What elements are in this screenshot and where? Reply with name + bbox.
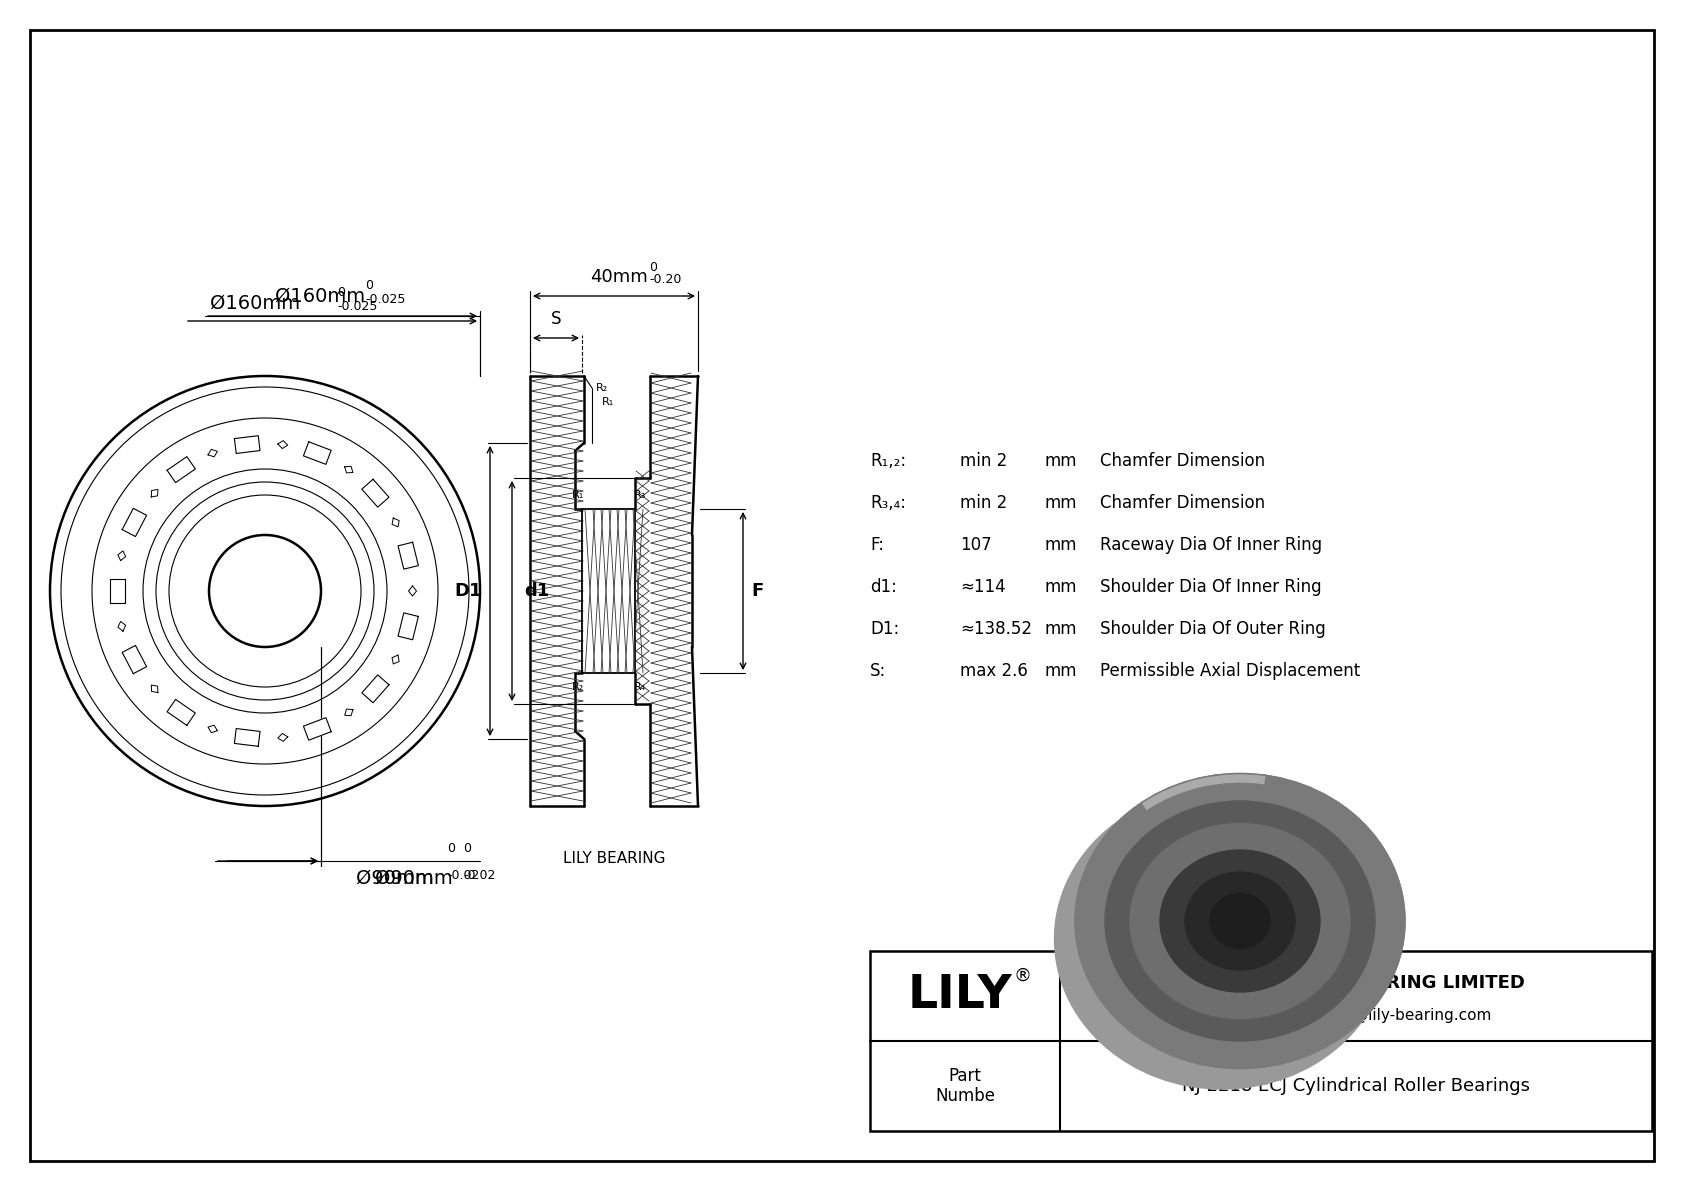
Ellipse shape [1054,788,1389,1089]
Text: ≈138.52: ≈138.52 [960,621,1032,638]
Polygon shape [234,729,259,747]
Text: mm: mm [1046,494,1078,512]
Text: NJ 2218 ECJ Cylindrical Roller Bearings: NJ 2218 ECJ Cylindrical Roller Bearings [1182,1077,1531,1095]
Text: mm: mm [1046,621,1078,638]
Polygon shape [123,509,147,537]
Text: R₃,₄:: R₃,₄: [871,494,906,512]
Text: Ø160mm: Ø160mm [274,287,365,306]
Text: S:: S: [871,662,886,680]
Text: D1: D1 [455,582,482,600]
Text: ®: ® [1014,967,1032,985]
Polygon shape [392,655,399,663]
Text: Email: lilybearing@lily-bearing.com: Email: lilybearing@lily-bearing.com [1221,1009,1492,1023]
Text: Chamfer Dimension: Chamfer Dimension [1100,453,1265,470]
Text: 0: 0 [337,286,345,299]
Polygon shape [303,442,332,464]
Text: -0.02: -0.02 [463,869,495,883]
Polygon shape [397,613,418,640]
Text: -0.20: -0.20 [648,273,682,286]
Text: -0.02: -0.02 [446,869,480,883]
Bar [871,950,1652,1131]
Ellipse shape [1186,872,1295,969]
Text: F: F [751,582,763,600]
Text: max 2.6: max 2.6 [960,662,1027,680]
Text: R₂: R₂ [596,384,608,393]
Polygon shape [109,579,125,603]
Text: R₂: R₂ [573,682,584,692]
Text: Ø90mm: Ø90mm [376,869,453,888]
Polygon shape [303,718,332,740]
Ellipse shape [1211,893,1270,948]
Ellipse shape [1074,773,1404,1068]
Polygon shape [278,441,288,449]
Polygon shape [123,646,147,674]
Text: 0: 0 [446,842,455,855]
Polygon shape [118,622,126,631]
Ellipse shape [1105,802,1376,1041]
Text: LILY: LILY [908,973,1012,1018]
Text: mm: mm [1046,578,1078,596]
Text: Ø160mm: Ø160mm [210,294,300,313]
Text: LILY BEARING: LILY BEARING [562,852,665,866]
Polygon shape [362,479,389,507]
Polygon shape [278,734,288,741]
Polygon shape [118,551,126,561]
Text: d1:: d1: [871,578,898,596]
Text: Ø90mm: Ø90mm [355,869,434,888]
Text: 0: 0 [463,842,472,855]
Text: F:: F: [871,536,884,554]
Text: d1: d1 [524,582,549,600]
Ellipse shape [1130,823,1351,1018]
Text: Raceway Dia Of Inner Ring: Raceway Dia Of Inner Ring [1100,536,1322,554]
Text: 107: 107 [960,536,992,554]
Text: R₃: R₃ [633,490,647,500]
Text: -0.025: -0.025 [365,293,406,306]
Text: -0.025: -0.025 [337,300,377,313]
Text: R₁: R₁ [601,397,615,407]
Text: 0: 0 [365,279,372,292]
Text: Chamfer Dimension: Chamfer Dimension [1100,494,1265,512]
Text: Shoulder Dia Of Outer Ring: Shoulder Dia Of Outer Ring [1100,621,1325,638]
Text: min 2: min 2 [960,494,1007,512]
Text: D1:: D1: [871,621,899,638]
Text: R₁,₂:: R₁,₂: [871,453,906,470]
Text: R₄: R₄ [633,682,647,692]
Text: R₁: R₁ [573,490,584,500]
Polygon shape [209,449,217,457]
Ellipse shape [1074,773,1404,1068]
Text: S: S [551,310,561,328]
Polygon shape [209,725,217,732]
Polygon shape [409,586,416,596]
Polygon shape [152,685,158,692]
Text: mm: mm [1046,453,1078,470]
Text: mm: mm [1046,536,1078,554]
Polygon shape [345,709,354,716]
Polygon shape [392,518,399,526]
Polygon shape [362,675,389,703]
Polygon shape [167,456,195,482]
Polygon shape [397,542,418,569]
Polygon shape [234,436,259,454]
Polygon shape [167,699,195,725]
Polygon shape [152,490,158,497]
Text: ≈114: ≈114 [960,578,1005,596]
Text: mm: mm [1046,662,1078,680]
Ellipse shape [1160,850,1320,992]
Text: Shoulder Dia Of Inner Ring: Shoulder Dia Of Inner Ring [1100,578,1322,596]
Text: min 2: min 2 [960,453,1007,470]
Text: 0: 0 [648,261,657,274]
Text: 40mm: 40mm [589,268,648,286]
Polygon shape [345,467,354,473]
Text: SHANGHAI LILY BEARING LIMITED: SHANGHAI LILY BEARING LIMITED [1187,973,1526,991]
Text: Part
Numbe: Part Numbe [935,1067,995,1105]
Text: Permissible Axial Displacement: Permissible Axial Displacement [1100,662,1361,680]
